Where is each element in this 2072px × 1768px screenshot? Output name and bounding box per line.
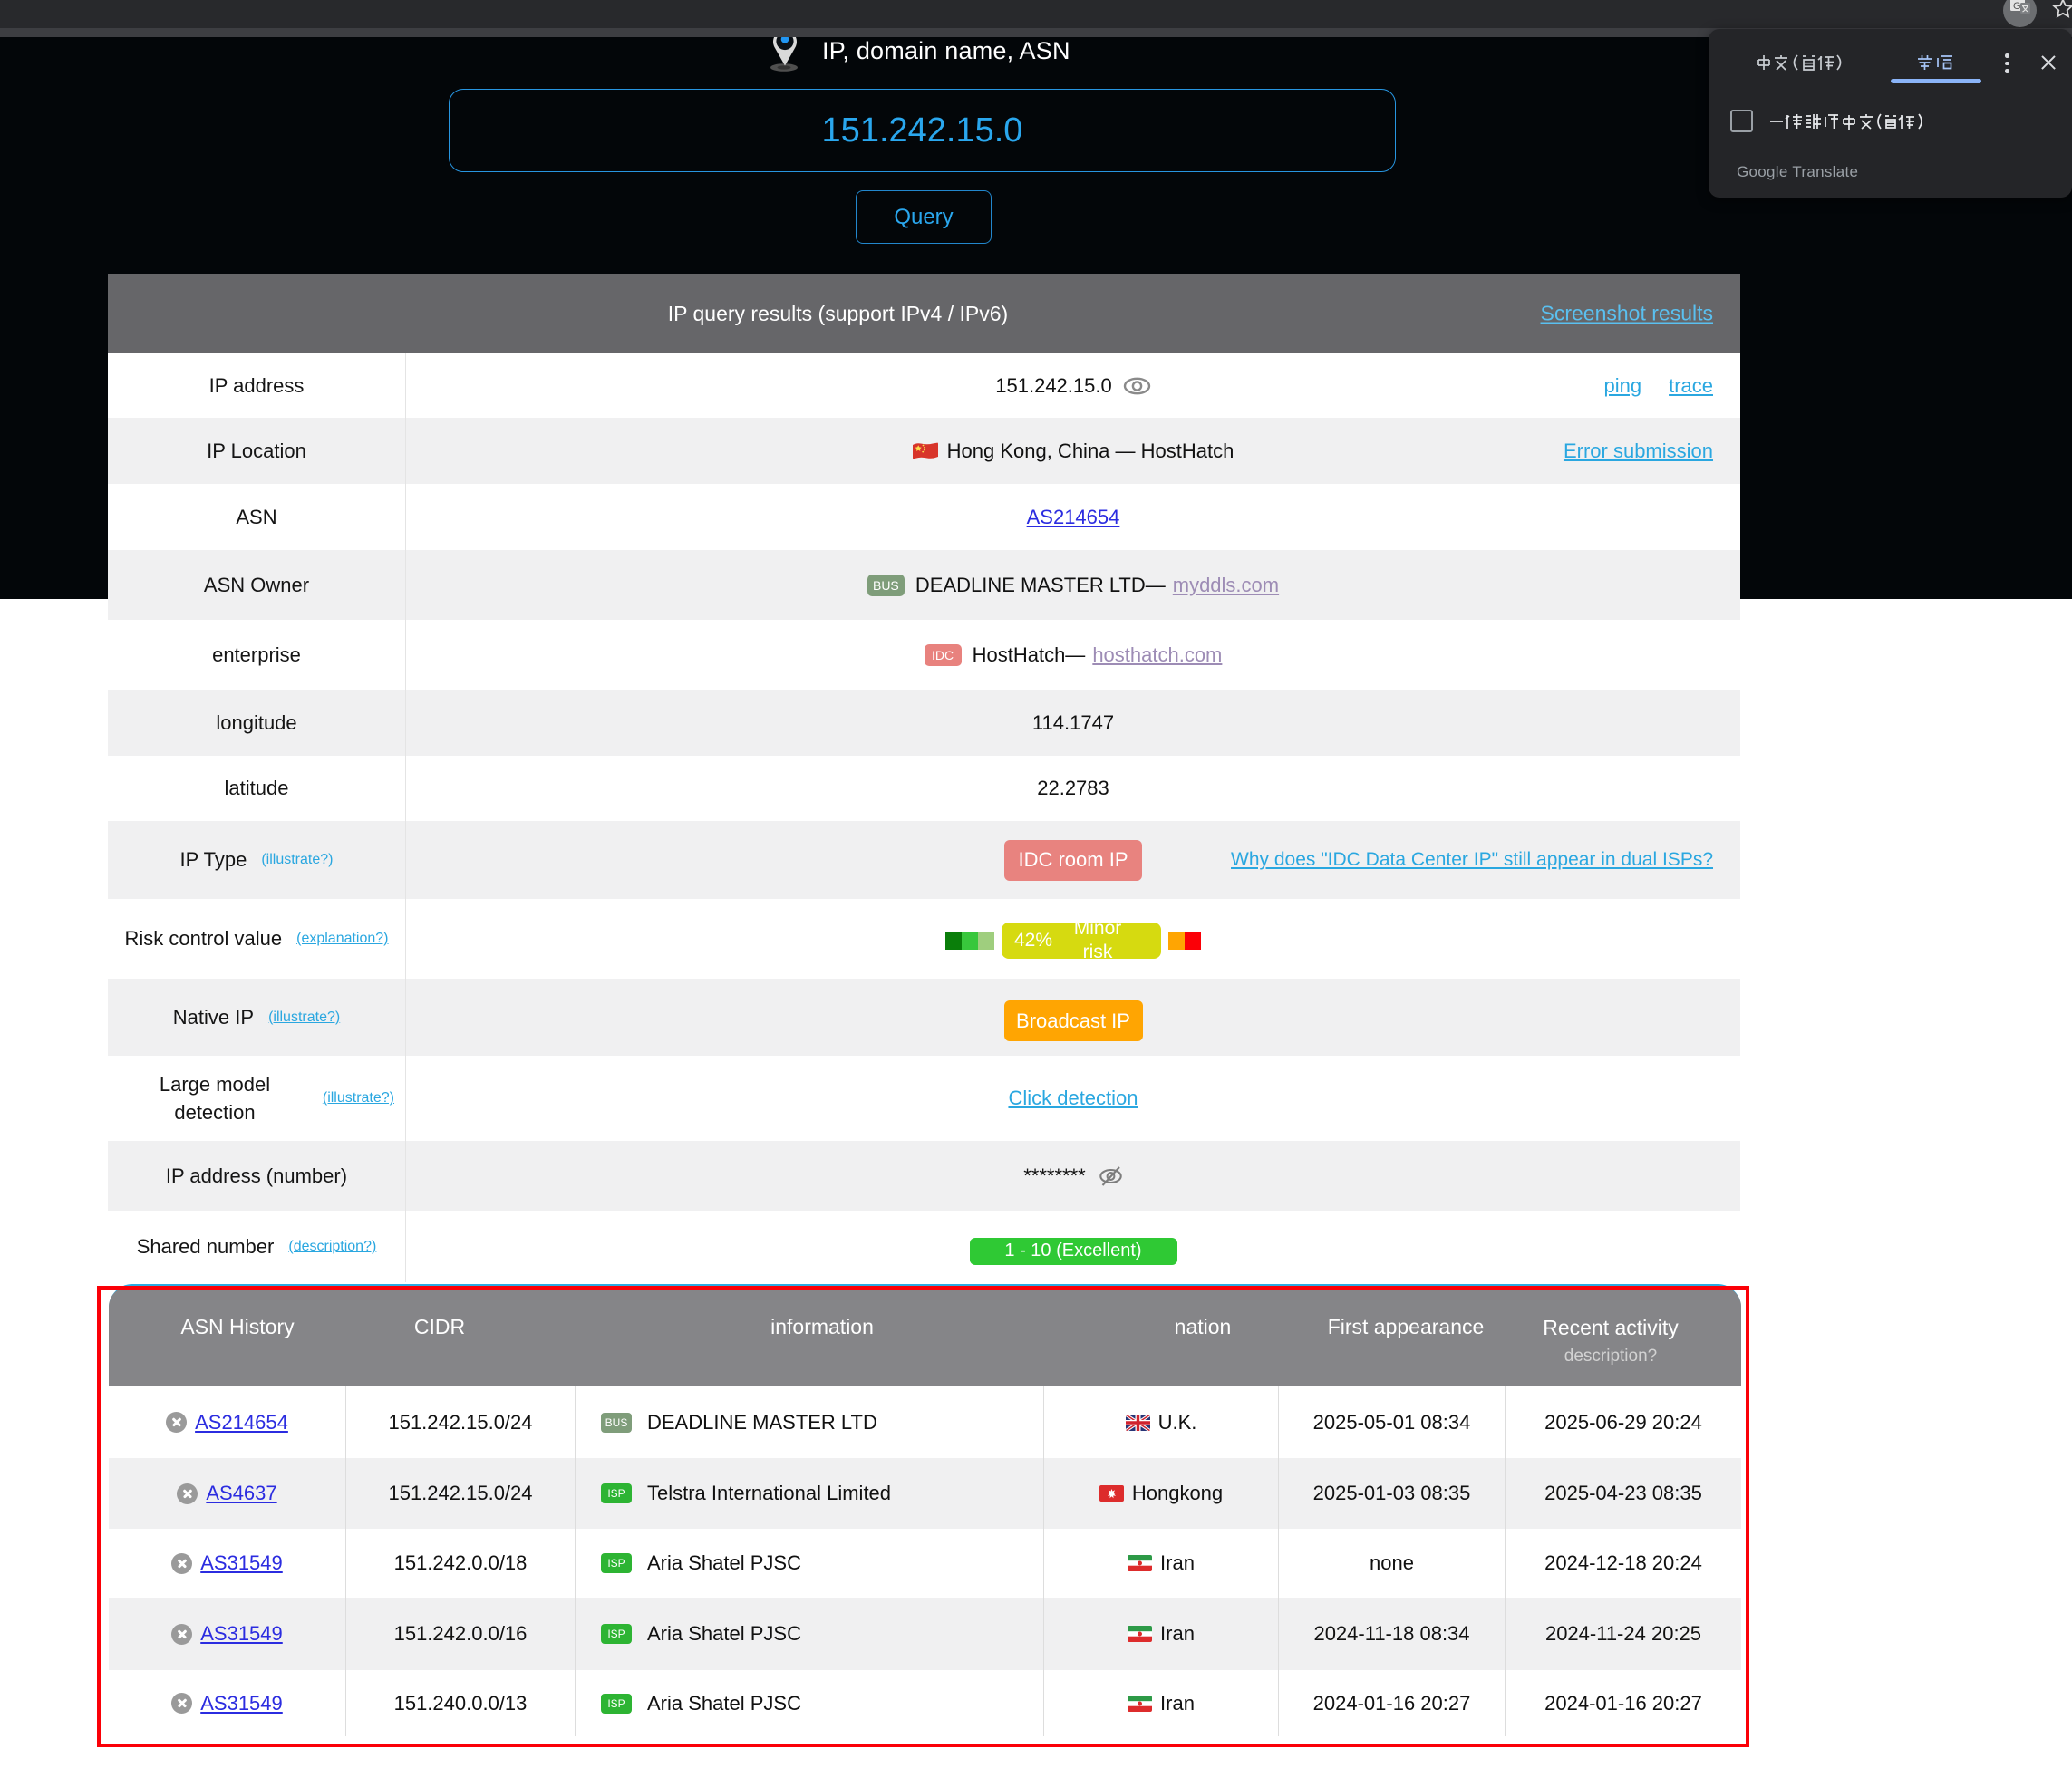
svg-text:G: G — [2013, 1, 2021, 12]
